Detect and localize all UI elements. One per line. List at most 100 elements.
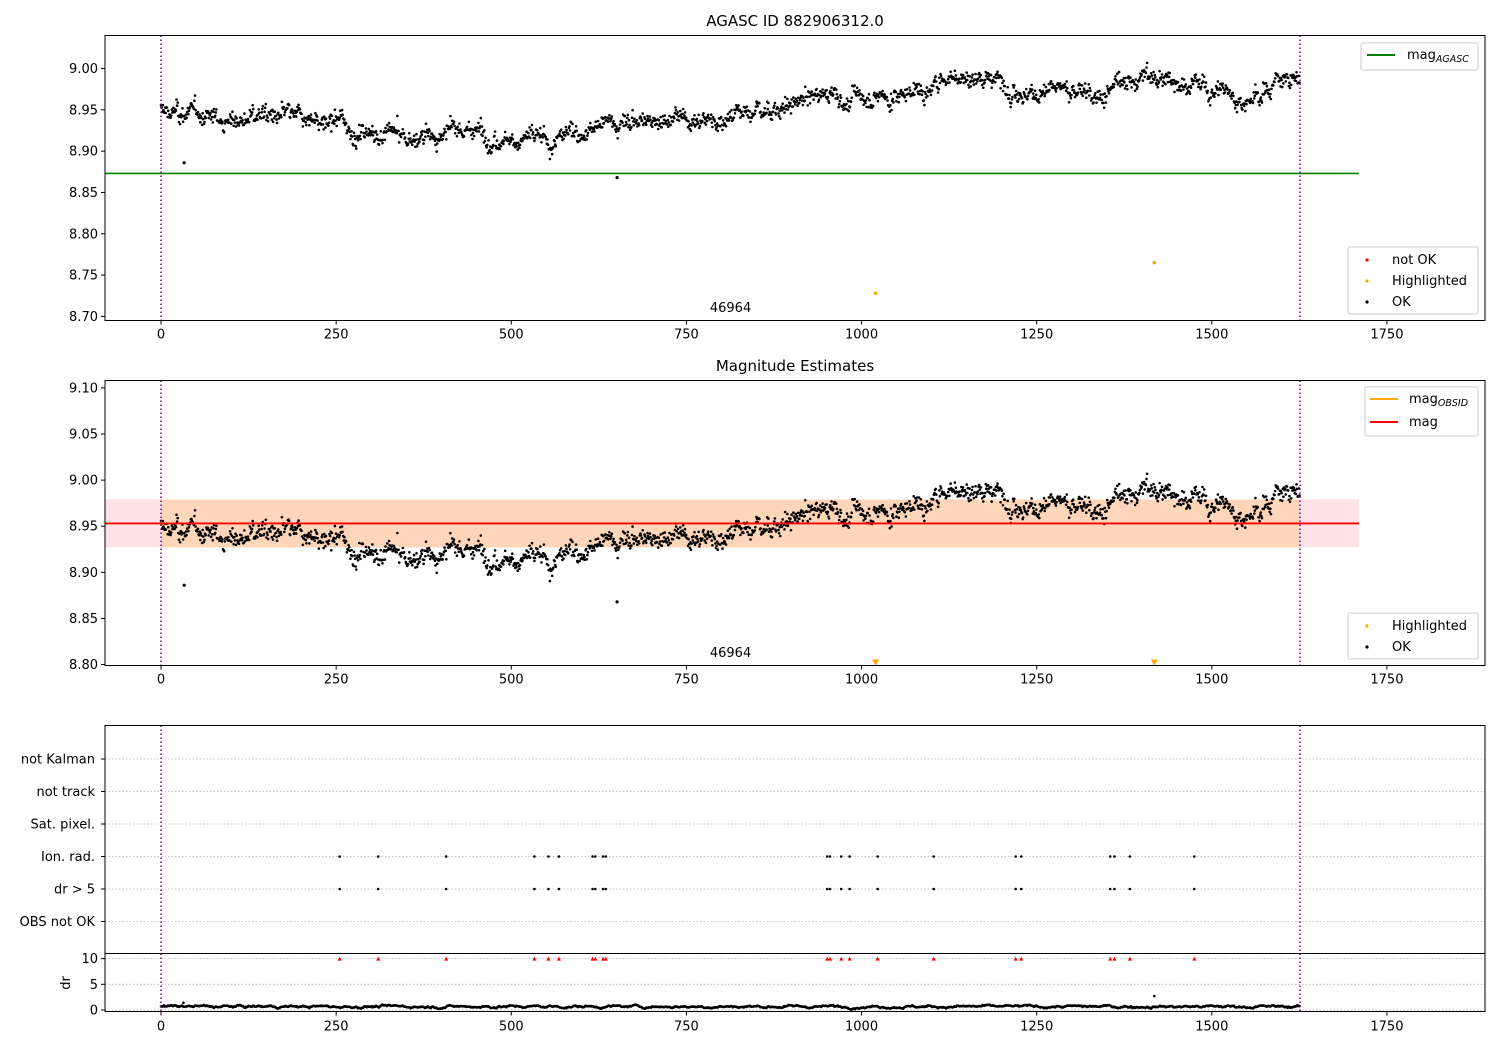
ok-point: [1241, 524, 1244, 528]
ok-point: [574, 125, 578, 128]
ok-point: [1013, 84, 1016, 87]
ok-point: [1135, 87, 1139, 90]
ok-point: [805, 510, 809, 514]
ok-point: [308, 123, 311, 127]
ok-point: [1159, 490, 1163, 494]
ok-point: [1245, 518, 1248, 522]
ok-point: [687, 537, 690, 541]
ok-point: [471, 550, 475, 554]
ok-point: [374, 129, 378, 133]
ok-point: [521, 139, 524, 142]
ok-point: [479, 534, 483, 537]
ok-point: [783, 95, 787, 99]
ok-point: [220, 540, 224, 543]
ok-point: [1182, 491, 1186, 494]
ok-point: [1083, 503, 1086, 506]
ok-point: [1113, 496, 1116, 500]
ok-point: [335, 542, 339, 546]
ok-point: [1143, 75, 1146, 79]
flag-point: [547, 855, 550, 858]
y-tick-label: 8.70: [69, 310, 98, 325]
ok-point: [305, 542, 308, 545]
ok-point: [355, 568, 358, 571]
ok-point: [938, 76, 941, 79]
ok-point: [1121, 83, 1124, 87]
ok-point: [877, 510, 881, 514]
ok-point: [837, 103, 841, 106]
ok-point: [505, 556, 509, 559]
ok-point: [979, 73, 983, 77]
ok-point: [1286, 489, 1290, 492]
ok-point: [296, 105, 299, 109]
ok-point: [828, 505, 831, 509]
ok-point: [178, 540, 182, 544]
ok-point: [1126, 88, 1129, 91]
ok-point: [181, 120, 185, 123]
ok-point: [954, 486, 958, 490]
ok-point: [1026, 513, 1029, 516]
flag-point: [828, 855, 832, 858]
ok-point: [304, 121, 308, 124]
ok-point: [435, 150, 439, 153]
ok-point: [611, 543, 614, 547]
ok-point: [250, 113, 253, 116]
ok-point: [1294, 492, 1298, 496]
ok-point: [687, 120, 690, 123]
ok-point: [825, 89, 828, 92]
ok-point: [963, 488, 967, 492]
ok-point: [650, 539, 653, 542]
ok-point: [1166, 80, 1170, 84]
ok-point: [494, 565, 498, 568]
ok-point: [233, 539, 237, 542]
ok-point: [728, 110, 731, 114]
ok-point: [712, 117, 716, 121]
ok-point: [789, 112, 793, 115]
ok-point: [946, 77, 950, 81]
ok-point: [921, 90, 924, 93]
ok-point: [772, 106, 775, 110]
ok-point: [924, 507, 927, 510]
ok-point: [740, 110, 743, 113]
ok-point: [1058, 82, 1062, 85]
ok-point: [465, 125, 469, 129]
ok-point: [738, 108, 742, 112]
ok-point: [533, 559, 536, 563]
ok-point: [377, 563, 381, 567]
ok-point: [750, 116, 753, 119]
ok-point: [324, 117, 328, 120]
ok-point: [415, 565, 419, 569]
ok-point: [964, 80, 967, 84]
ok-point: [961, 73, 965, 77]
ok-point: [770, 535, 774, 539]
ok-point: [968, 74, 971, 78]
ok-point: [516, 148, 519, 151]
ok-point: [1154, 494, 1158, 498]
flag-row-label: not track: [36, 785, 95, 800]
ok-point: [800, 514, 803, 517]
ok-point: [1238, 516, 1241, 519]
flag-row-label: Sat. pixel.: [31, 818, 95, 833]
ok-point: [1182, 78, 1186, 81]
ok-point: [981, 79, 984, 82]
ok-point: [1008, 508, 1011, 511]
ok-point: [1177, 503, 1180, 506]
ok-point: [350, 129, 353, 133]
ok-point: [793, 518, 797, 522]
ok-point: [853, 84, 856, 87]
ok-point: [287, 519, 291, 523]
ok-point: [977, 71, 981, 75]
ok-point: [698, 126, 701, 130]
ok-point: [395, 551, 399, 554]
flag-point: [1108, 855, 1112, 858]
ok-point: [1198, 491, 1201, 494]
ok-point: [185, 527, 189, 530]
ok-point: [601, 544, 604, 547]
ok-point: [1224, 497, 1227, 501]
ok-point: [575, 129, 578, 133]
ok-point: [412, 558, 415, 561]
ok-point: [1032, 506, 1035, 510]
ok-point: [222, 131, 226, 134]
ok-point: [980, 497, 984, 500]
ok-point: [873, 505, 876, 509]
